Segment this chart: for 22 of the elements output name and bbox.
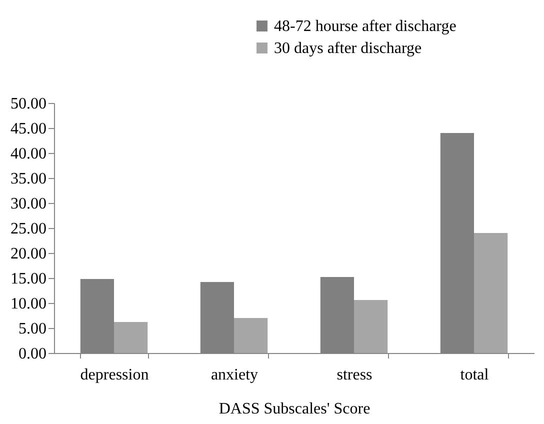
x-tick-label: anxiety (210, 366, 258, 384)
bar (474, 233, 508, 353)
x-tick-label: depression (80, 366, 149, 384)
x-tick-label: stress (336, 366, 372, 384)
y-tick-label: 25.00 (10, 220, 46, 238)
y-tick-label: 0.00 (18, 346, 46, 362)
bar (354, 300, 388, 353)
y-tick-label: 50.00 (10, 96, 46, 112)
y-tick-label: 20.00 (10, 246, 46, 262)
bar (234, 318, 268, 353)
x-axis-title: DASS Subscales' Score (218, 400, 370, 418)
y-tick-label: 40.00 (10, 146, 46, 162)
bar (114, 322, 148, 353)
y-tick-label: 15.00 (10, 270, 46, 288)
y-tick-label: 10.00 (10, 296, 46, 312)
y-tick-label: 45.00 (10, 120, 46, 138)
y-tick-label: 35.00 (10, 170, 46, 188)
legend-label: 48-72 hourse after discharge (274, 18, 456, 35)
legend-label: 30 days after discharge (274, 40, 422, 57)
y-tick-label: 30.00 (10, 196, 46, 212)
x-tick-label: total (460, 366, 490, 384)
y-tick-label: 5.00 (18, 320, 46, 338)
